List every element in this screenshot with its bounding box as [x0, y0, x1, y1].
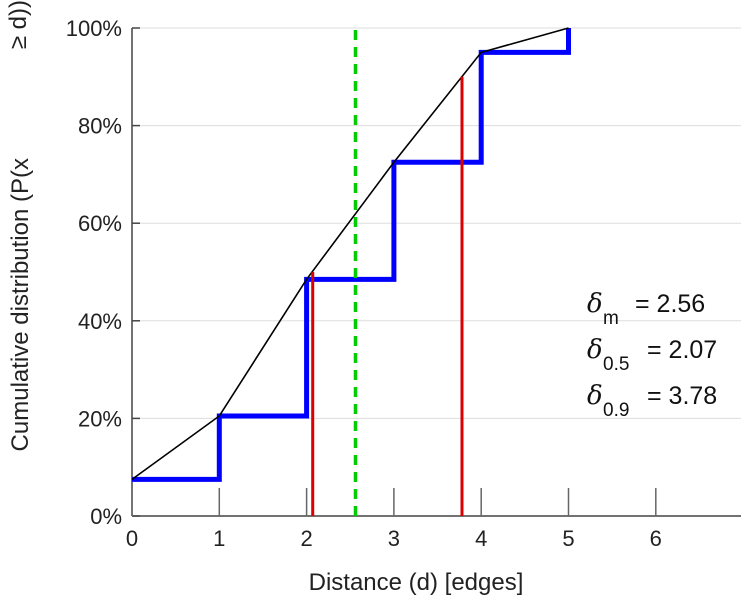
x-tick-label-0: 0	[126, 526, 138, 551]
marker-lines-layer	[311, 28, 464, 516]
annotation-subscript-0: m	[603, 308, 619, 329]
annotation-value-2: = 3.78	[647, 382, 717, 410]
annotation-symbol-1: δ	[587, 335, 603, 365]
y-tick-label-100: 100%	[66, 16, 122, 41]
annotation-symbol-0: δ	[587, 289, 603, 319]
y-tick-label-40: 40%	[78, 309, 122, 334]
annotation-subscript-2: 0.9	[603, 400, 629, 421]
x-tick-label-2: 2	[300, 526, 312, 551]
grid-layer	[132, 27, 741, 419]
y-tick-label-80: 80%	[78, 114, 122, 139]
annotation-subscript-1: 0.5	[603, 354, 629, 375]
cdf-line-series	[131, 27, 569, 481]
step-series-line	[132, 28, 571, 482]
annotation-value-1: = 2.07	[647, 336, 717, 364]
annotation-value-0: = 2.56	[635, 290, 705, 318]
annotation-symbol-2: δ	[587, 381, 603, 411]
x-tick-label-4: 4	[475, 526, 487, 551]
x-tick-label-1: 1	[213, 526, 225, 551]
y-tick-label-20: 20%	[78, 406, 122, 431]
y-tick-label-0: 0%	[90, 504, 122, 529]
y-tick-label-60: 60%	[78, 211, 122, 236]
y-axis-title: Cumulative distribution (P(x	[7, 158, 34, 451]
axes-layer	[131, 27, 741, 517]
x-axis-title: Distance (d) [edges]	[309, 569, 524, 596]
x-tick-label-3: 3	[388, 526, 400, 551]
x-tick-label-5: 5	[562, 526, 574, 551]
series-layer	[131, 27, 571, 482]
y-axis-title-continued: ≥ d))	[5, 0, 32, 49]
tick-labels-layer: 0% 20% 40% 60% 80% 100% 0 1 2 3 4 5 6	[66, 16, 662, 551]
annotation-block: δ m= 2.56δ 0.5= 2.07δ 0.9= 3.78	[587, 289, 717, 421]
x-tick-label-6: 6	[650, 526, 662, 551]
